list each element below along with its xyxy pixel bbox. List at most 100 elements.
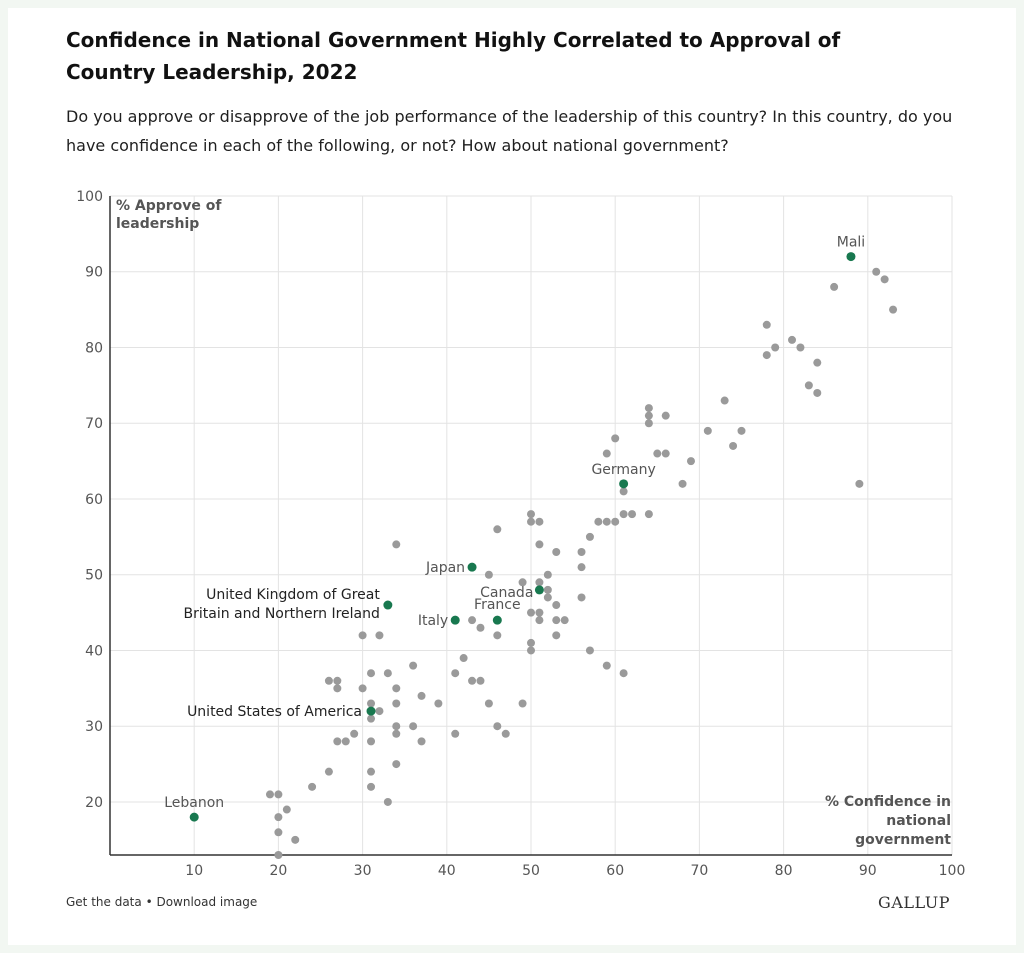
- data-point: [392, 760, 401, 769]
- y-tick-label: 60: [85, 492, 103, 508]
- data-point: [468, 616, 477, 625]
- data-point: [274, 851, 283, 859]
- data-point: [628, 510, 637, 519]
- data-point: [274, 828, 283, 837]
- data-point: [577, 593, 586, 602]
- data-point: [619, 669, 628, 678]
- data-point: [535, 517, 544, 526]
- data-point: [729, 441, 738, 450]
- data-point: [552, 616, 561, 625]
- data-point: [367, 737, 376, 746]
- data-point: [291, 835, 300, 844]
- y-tick-label: 20: [85, 795, 103, 811]
- data-point: [358, 684, 367, 693]
- data-point: [324, 676, 333, 685]
- data-point: [484, 699, 493, 708]
- data-point: [527, 510, 535, 519]
- get-data-link[interactable]: Get the data: [66, 895, 142, 909]
- y-tick-label: 80: [85, 340, 103, 356]
- highlight-point: [366, 706, 376, 716]
- data-point: [476, 623, 485, 632]
- data-point: [552, 601, 561, 610]
- data-point: [602, 449, 611, 458]
- x-tick-label: 100: [939, 863, 966, 879]
- x-tick-label: 10: [185, 863, 203, 879]
- data-point: [333, 676, 342, 685]
- data-point: [367, 782, 376, 791]
- highlight-point: [619, 479, 629, 489]
- data-point: [417, 691, 426, 700]
- data-point: [535, 608, 544, 617]
- data-point: [602, 661, 611, 670]
- data-point: [611, 434, 620, 443]
- y-tick-label: 100: [76, 189, 103, 205]
- data-point: [274, 813, 283, 822]
- data-point: [804, 381, 813, 390]
- data-point: [501, 729, 510, 738]
- data-point: [367, 699, 376, 708]
- data-point: [813, 358, 822, 367]
- y-tick-label: 70: [85, 416, 103, 432]
- x-tick-label: 30: [354, 863, 372, 879]
- data-point: [577, 548, 586, 557]
- x-tick-label: 80: [775, 863, 793, 879]
- data-point: [282, 805, 291, 814]
- data-point: [535, 540, 544, 549]
- highlight-label: United Kingdom of Great Britain and North…: [184, 587, 381, 622]
- highlight-label: Lebanon: [164, 795, 224, 811]
- data-point: [661, 449, 670, 458]
- highlight-label: France: [474, 597, 521, 613]
- highlight-point: [189, 812, 199, 822]
- highlight-label: Mali: [837, 235, 865, 251]
- data-point: [585, 532, 594, 541]
- data-point: [686, 457, 695, 466]
- data-point: [341, 737, 350, 746]
- data-point: [367, 669, 376, 678]
- data-point: [383, 669, 392, 678]
- data-point: [392, 722, 401, 731]
- x-tick-label: 60: [606, 863, 624, 879]
- data-point: [265, 790, 274, 799]
- data-point: [619, 510, 628, 519]
- highlight-point: [383, 600, 393, 610]
- data-point: [451, 729, 460, 738]
- x-tick-label: 70: [690, 863, 708, 879]
- data-point: [459, 654, 468, 663]
- data-point: [788, 335, 797, 344]
- highlight-point: [846, 252, 856, 262]
- data-point: [333, 684, 342, 693]
- data-point: [476, 676, 485, 685]
- highlight-point: [467, 562, 477, 572]
- data-point: [830, 282, 839, 291]
- download-image-link[interactable]: Download image: [156, 895, 258, 909]
- highlight-label: Canada: [480, 585, 533, 601]
- data-point: [880, 275, 889, 284]
- data-point: [484, 570, 493, 579]
- data-point: [535, 578, 544, 587]
- gallup-logo: GALLUP: [878, 893, 950, 912]
- y-axis-title: % Approve of leadership: [116, 198, 222, 232]
- data-point: [644, 510, 653, 519]
- data-point: [720, 396, 729, 405]
- data-point: [493, 631, 502, 640]
- data-point: [527, 608, 535, 617]
- data-point: [543, 593, 552, 602]
- data-point: [409, 722, 418, 731]
- data-point: [367, 767, 376, 776]
- y-tick-label: 30: [85, 719, 103, 735]
- x-tick-label: 50: [522, 863, 540, 879]
- data-point: [527, 646, 535, 655]
- footer-separator: •: [141, 895, 157, 909]
- data-point: [417, 737, 426, 746]
- chart-card: [8, 8, 1016, 945]
- data-point: [308, 782, 317, 791]
- highlight-label: Germany: [591, 462, 655, 478]
- data-point: [518, 699, 527, 708]
- data-point: [813, 388, 822, 397]
- highlight-point: [450, 615, 460, 625]
- highlight-label: Japan: [425, 560, 465, 576]
- data-point: [375, 707, 384, 716]
- data-point: [577, 563, 586, 572]
- y-tick-label: 40: [85, 643, 103, 659]
- data-point: [552, 548, 561, 557]
